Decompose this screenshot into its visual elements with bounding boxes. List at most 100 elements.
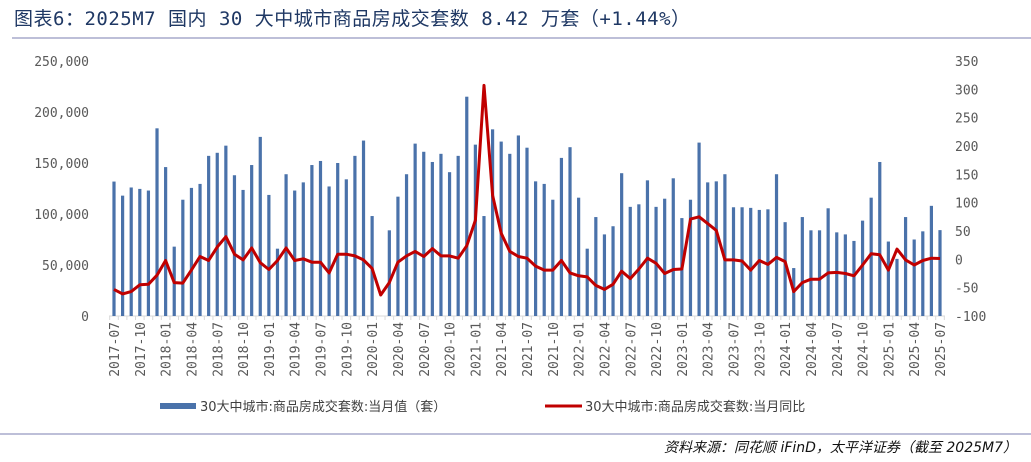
x-axis-tick-label: 2025-07 xyxy=(934,322,949,377)
x-axis-tick-label: 2018-07 xyxy=(211,322,226,377)
x-axis-tick-label: 2022-01 xyxy=(573,322,588,377)
left-axis-tick-label: 250,000 xyxy=(34,55,89,70)
x-axis-tick-label: 2021-10 xyxy=(547,322,562,377)
bar xyxy=(628,206,632,316)
bar xyxy=(344,179,348,316)
bar xyxy=(370,216,374,316)
bar xyxy=(723,174,727,316)
x-axis-tick-label: 2023-10 xyxy=(753,322,768,377)
bar xyxy=(688,199,693,316)
chart-title: 图表6：2025M7 国内 30 大中城市商品房成交套数 8.42 万套（+1.… xyxy=(14,8,691,30)
bar xyxy=(155,128,159,316)
bar xyxy=(654,206,658,316)
bar xyxy=(207,155,211,316)
bar xyxy=(181,199,185,316)
right-axis-tick-label: 200 xyxy=(955,140,978,155)
bar xyxy=(267,194,271,316)
bar xyxy=(559,157,564,316)
bar xyxy=(869,197,873,316)
x-axis-tick-label: 2019-04 xyxy=(289,322,304,377)
bar xyxy=(843,234,847,316)
bar xyxy=(774,174,779,316)
bar xyxy=(456,155,460,316)
x-axis-tick-label: 2021-07 xyxy=(521,322,536,377)
x-axis-tick-label: 2023-07 xyxy=(728,322,743,377)
bar xyxy=(404,174,409,316)
bar xyxy=(439,153,443,316)
legend-label-bars: 30大中城市:商品房成交套数:当月值（套） xyxy=(200,399,446,415)
bar xyxy=(336,163,340,316)
bar xyxy=(886,241,890,316)
bar xyxy=(164,167,168,316)
bar xyxy=(731,207,736,316)
bar xyxy=(430,161,434,316)
bar xyxy=(353,155,357,316)
x-axis-tick-label: 2017-07 xyxy=(108,322,123,377)
bar xyxy=(706,182,710,316)
bar xyxy=(224,145,228,316)
x-axis-tick-label: 2025-04 xyxy=(908,322,923,377)
bar xyxy=(757,209,761,316)
x-axis-tick-label: 2019-07 xyxy=(315,322,330,377)
bar xyxy=(189,187,194,316)
x-axis-tick-label: 2022-04 xyxy=(598,322,613,377)
bar xyxy=(921,231,925,316)
bar xyxy=(912,239,916,316)
x-axis-tick-label: 2020-01 xyxy=(366,322,381,377)
x-axis-tick-label: 2021-04 xyxy=(495,322,510,377)
bar xyxy=(534,181,538,316)
bar xyxy=(749,207,753,316)
bar xyxy=(800,217,804,316)
bar xyxy=(508,153,512,316)
bar xyxy=(129,187,133,316)
bar xyxy=(585,248,589,316)
bar xyxy=(860,220,865,316)
x-axis-tick-label: 2022-10 xyxy=(650,322,665,377)
x-axis-tick-label: 2018-10 xyxy=(237,322,252,377)
bar xyxy=(293,190,297,316)
bar xyxy=(878,161,882,316)
right-axis-tick-label: -100 xyxy=(955,310,986,325)
bar xyxy=(112,181,116,316)
bar xyxy=(482,216,486,316)
x-axis-tick-label: 2017-10 xyxy=(134,322,149,377)
bar xyxy=(852,240,856,316)
right-axis-tick-label: 250 xyxy=(955,112,978,127)
bar xyxy=(422,151,426,316)
bar xyxy=(215,152,219,316)
bar xyxy=(473,144,477,316)
bar xyxy=(903,217,908,316)
x-axis-tick-label: 2024-07 xyxy=(831,322,846,377)
left-axis-tick-label: 50,000 xyxy=(42,259,89,274)
bar xyxy=(361,140,366,316)
bar xyxy=(602,234,607,316)
bar xyxy=(250,165,254,316)
bar xyxy=(663,198,667,316)
bar xyxy=(637,204,641,316)
legend-swatch-bars xyxy=(160,403,196,409)
bar xyxy=(697,142,701,316)
x-axis-tick-label: 2020-04 xyxy=(392,322,407,377)
bar xyxy=(138,188,142,316)
x-axis-tick-label: 2024-04 xyxy=(805,322,820,377)
bar xyxy=(671,178,675,316)
bar xyxy=(645,180,650,316)
bar xyxy=(938,230,942,316)
right-axis-tick-label: 0 xyxy=(955,253,963,268)
x-axis-tick-label: 2023-04 xyxy=(702,322,717,377)
left-axis-tick-label: 150,000 xyxy=(34,157,89,172)
source-note: 资料来源：同花顺 iFinD，太平洋证券（截至 2025M7） xyxy=(664,440,1017,456)
bar xyxy=(447,172,452,316)
bar xyxy=(835,232,839,316)
x-axis-tick-label: 2020-10 xyxy=(444,322,459,377)
bar xyxy=(551,199,555,316)
bar xyxy=(577,197,581,316)
bar xyxy=(318,160,323,316)
x-axis-tick-label: 2022-07 xyxy=(624,322,639,377)
bar xyxy=(490,129,495,316)
legend: 30大中城市:商品房成交套数:当月值（套） 30大中城市:商品房成交套数:当月同… xyxy=(160,399,805,415)
right-axis-tick-label: 300 xyxy=(955,83,978,98)
bar xyxy=(826,208,830,316)
x-axis-tick-label: 2021-01 xyxy=(469,322,484,377)
bar xyxy=(387,230,391,316)
